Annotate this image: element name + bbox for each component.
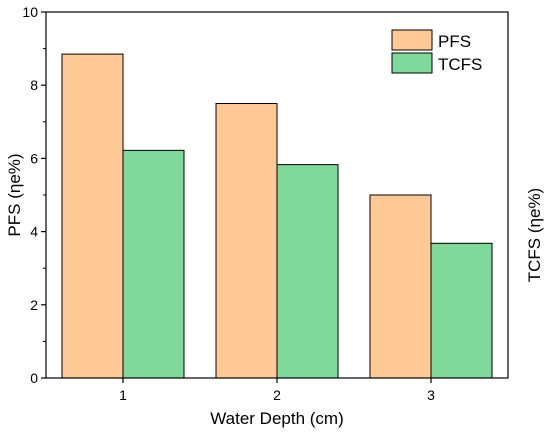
legend-label-tcfs: TCFS [438, 55, 482, 74]
bar-pfs-2 [215, 103, 278, 379]
x-tick-label: 1 [119, 387, 127, 403]
y-tick-label: 8 [30, 77, 38, 93]
y-axis-ticks: 0 2 4 6 8 10 [22, 4, 46, 386]
x-axis-label: Water Depth (cm) [210, 409, 344, 428]
x-tick-label: 2 [273, 387, 281, 403]
legend-swatch-tcfs [391, 52, 433, 74]
x-axis-ticks: 1 2 3 [119, 378, 435, 403]
y-tick-label: 6 [30, 150, 38, 166]
y-tick-label: 4 [30, 224, 38, 240]
bar-tcfs-3 [430, 242, 493, 379]
bar-tcfs-2 [276, 164, 339, 379]
y-tick-label: 10 [22, 4, 38, 20]
legend: PFS TCFS [391, 29, 482, 74]
legend-label-pfs: PFS [438, 32, 471, 51]
bars-group [61, 53, 493, 379]
bar-tcfs-1 [122, 149, 185, 379]
y-tick-label: 2 [30, 297, 38, 313]
legend-swatch-pfs [391, 29, 433, 51]
y-tick-label: 0 [30, 370, 38, 386]
x-tick-label: 3 [427, 387, 435, 403]
y-axis-label-left: PFS (ηe%) [5, 153, 24, 236]
y-axis-label-right: TCFS (ηe%) [525, 188, 544, 282]
bar-pfs-3 [369, 194, 432, 379]
bar-pfs-1 [61, 53, 124, 379]
